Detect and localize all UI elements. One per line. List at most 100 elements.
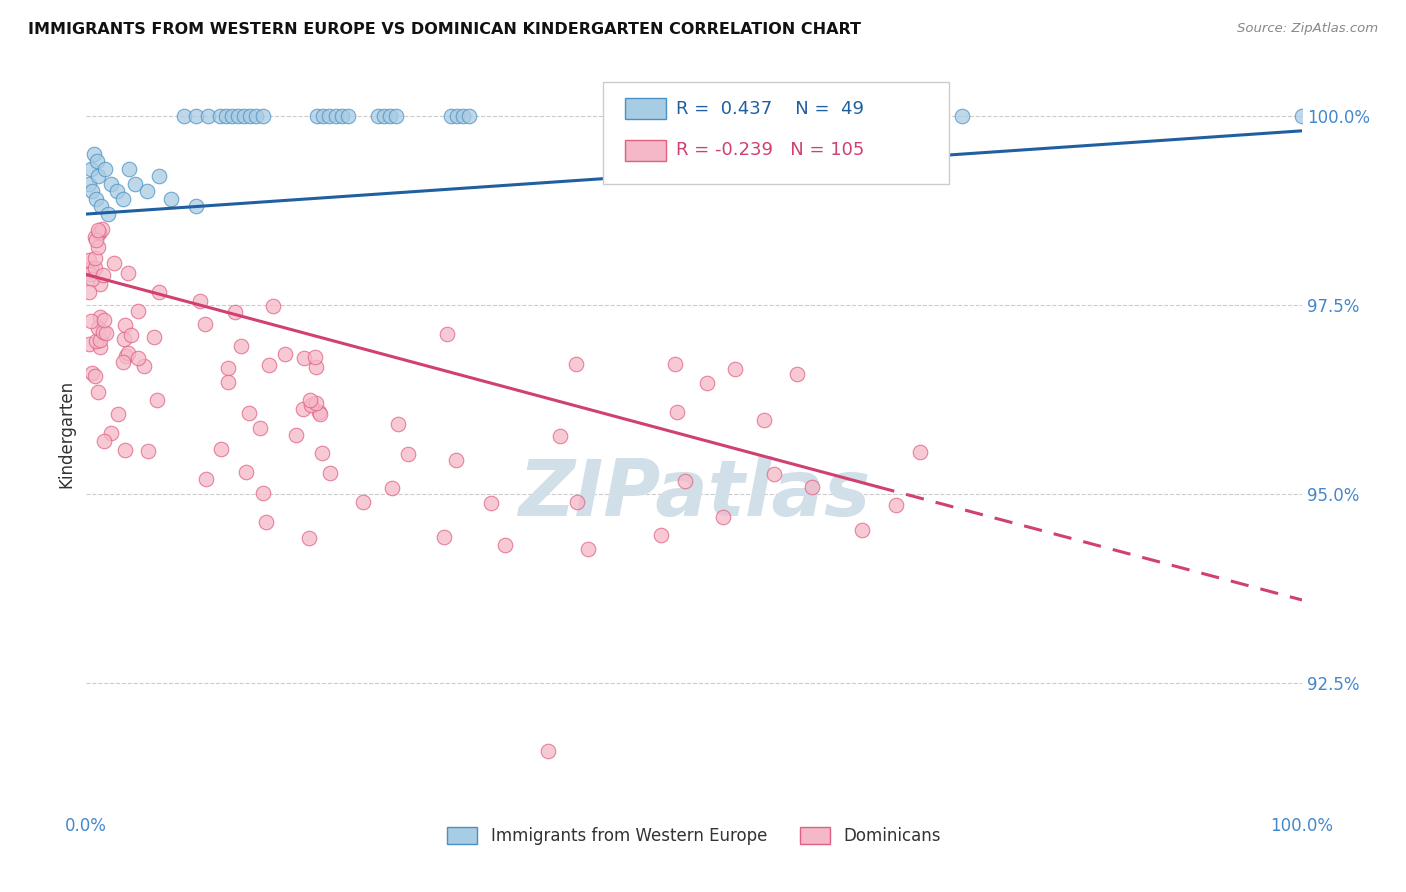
Y-axis label: Kindergarten: Kindergarten: [58, 379, 75, 488]
Point: [84, 334, 107, 348]
Point: [304, 359, 326, 374]
Point: [233, 109, 256, 123]
Point: [312, 109, 335, 123]
Point: [103, 256, 125, 270]
Point: [84, 233, 107, 247]
Point: [249, 421, 271, 435]
FancyBboxPatch shape: [624, 140, 666, 161]
Point: [252, 485, 274, 500]
Point: [93, 434, 115, 449]
Point: [100, 425, 122, 440]
Point: [650, 528, 672, 542]
Point: [127, 304, 149, 318]
Point: [217, 375, 239, 389]
Point: [298, 392, 321, 407]
Point: [120, 327, 142, 342]
Point: [209, 442, 232, 457]
Point: [373, 109, 395, 123]
Point: [245, 109, 267, 123]
Point: [84, 260, 107, 275]
Point: [107, 407, 129, 421]
Point: [91, 222, 114, 236]
Point: [763, 467, 786, 482]
Point: [298, 531, 321, 545]
Point: [87, 226, 110, 240]
Point: [87, 169, 110, 184]
Point: [385, 109, 408, 123]
Point: [97, 207, 120, 221]
Point: [451, 109, 474, 123]
Point: [197, 109, 219, 123]
Point: [336, 109, 359, 123]
Point: [696, 376, 718, 390]
Legend: Immigrants from Western Europe, Dominicans: Immigrants from Western Europe, Dominica…: [447, 827, 941, 845]
Point: [89, 225, 111, 239]
Point: [433, 530, 456, 544]
Point: [194, 472, 217, 486]
Point: [215, 109, 238, 123]
Point: [387, 417, 409, 432]
Point: [83, 146, 105, 161]
Point: [665, 405, 688, 419]
Point: [950, 109, 973, 123]
Point: [160, 192, 183, 206]
Point: [800, 480, 823, 494]
Point: [238, 406, 260, 420]
Point: [84, 369, 107, 384]
Point: [90, 199, 112, 213]
Point: [252, 109, 274, 123]
Point: [308, 405, 330, 419]
Point: [226, 109, 249, 123]
Point: [80, 161, 103, 176]
Text: Source: ZipAtlas.com: Source: ZipAtlas.com: [1237, 22, 1378, 36]
Point: [217, 360, 239, 375]
Point: [91, 326, 114, 340]
Point: [118, 161, 141, 176]
Point: [436, 327, 458, 342]
Point: [127, 351, 149, 365]
Point: [148, 285, 170, 299]
Point: [458, 109, 481, 123]
Point: [77, 252, 100, 267]
Point: [184, 199, 207, 213]
Point: [111, 355, 134, 369]
Point: [851, 524, 873, 538]
Point: [768, 109, 790, 123]
Point: [367, 109, 389, 123]
Point: [299, 398, 322, 412]
Point: [259, 358, 281, 372]
Point: [235, 466, 257, 480]
Point: [380, 109, 402, 123]
Point: [664, 357, 686, 371]
Point: [89, 310, 111, 325]
Point: [77, 285, 100, 299]
Point: [93, 161, 115, 176]
Point: [446, 109, 468, 123]
Point: [93, 313, 115, 327]
Point: [86, 239, 108, 253]
Point: [77, 337, 100, 351]
Point: [239, 109, 262, 123]
Point: [80, 366, 103, 380]
Point: [305, 396, 328, 410]
Point: [83, 252, 105, 266]
Point: [79, 267, 101, 281]
Point: [548, 429, 571, 443]
Point: [117, 345, 139, 359]
Point: [754, 413, 776, 427]
Point: [352, 495, 374, 509]
Text: ZIPatlas: ZIPatlas: [517, 456, 870, 532]
Point: [86, 223, 108, 237]
FancyBboxPatch shape: [624, 98, 666, 120]
Point: [786, 368, 808, 382]
Point: [325, 109, 347, 123]
Point: [285, 428, 308, 442]
Point: [208, 109, 231, 123]
Point: [292, 351, 315, 365]
Point: [884, 498, 907, 512]
Point: [148, 169, 170, 184]
Point: [231, 339, 253, 353]
Text: R =  0.437    N =  49: R = 0.437 N = 49: [676, 100, 863, 118]
Point: [927, 109, 949, 123]
Point: [84, 230, 107, 244]
